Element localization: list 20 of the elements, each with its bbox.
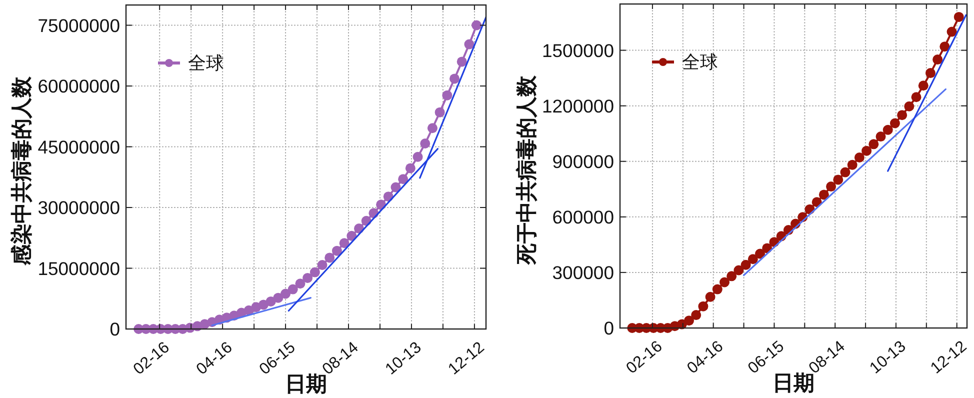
y-tick-label: 0 <box>604 318 614 338</box>
y-tick-label: 15000000 <box>38 258 120 279</box>
y-tick-label: 60000000 <box>38 76 120 96</box>
x-axis-title: 日期 <box>285 373 327 396</box>
y-tick-label: 1200000 <box>542 95 614 116</box>
x-axis-title: 日期 <box>772 372 814 395</box>
y-tick-label: 45000000 <box>38 136 120 158</box>
legend-label: 全球 <box>682 52 718 72</box>
y-tick-label: 600000 <box>552 206 614 228</box>
legend: 全球 <box>652 52 718 72</box>
y-tick-label: 30000000 <box>38 197 120 218</box>
y-tick-label: 75000000 <box>38 14 120 36</box>
y-axis-title: 感染中共病毒的人数 <box>10 76 34 266</box>
y-axis-title: 死于中共病毒的人数 <box>514 74 538 266</box>
legend: 全球 <box>158 53 224 73</box>
y-tick-label: 900000 <box>552 150 614 172</box>
y-tick-label: 1500000 <box>542 40 614 61</box>
y-tick-label: 0 <box>110 318 120 340</box>
legend-label: 全球 <box>188 53 224 73</box>
y-tick-label: 300000 <box>552 262 614 283</box>
